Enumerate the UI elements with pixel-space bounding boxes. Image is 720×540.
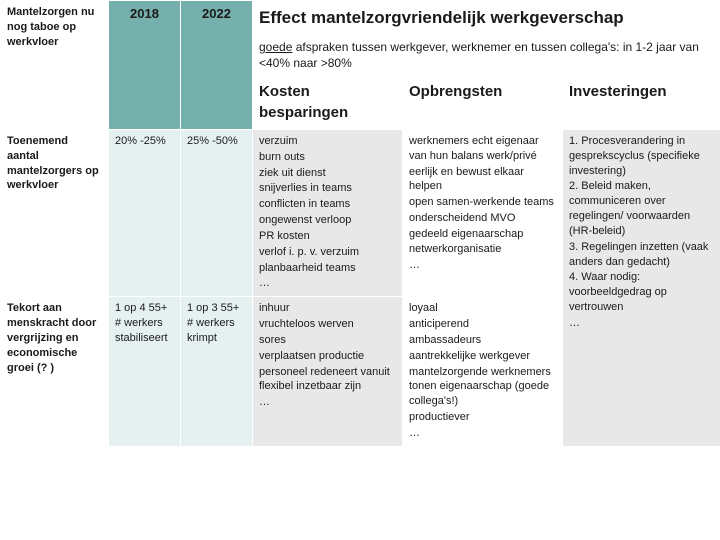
list-item: ziek uit dienst — [259, 166, 396, 181]
list-item: verplaatsen productie — [259, 349, 396, 364]
list-item: verlof i. p. v. verzuim — [259, 245, 396, 260]
list-item: loyaal — [409, 301, 556, 316]
effect-title: Effect mantelzorgvriendelijk werkgeversc… — [253, 1, 720, 35]
row2-2018: 20% -25% — [109, 129, 181, 296]
list-item: … — [409, 258, 556, 273]
list-item: eerlijk en bewust elkaar helpen — [409, 165, 556, 195]
effect-sub-rest: afspraken tussen werkgever, werknemer en… — [259, 40, 699, 70]
col-kosten-header: Kosten besparingen — [253, 76, 403, 130]
list-item: open samen-werkende teams — [409, 195, 556, 210]
list-item: … — [409, 426, 556, 441]
list-item: PR kosten — [259, 229, 396, 244]
col-investeringen-header: Investeringen — [563, 76, 720, 130]
list-item: inhuur — [259, 301, 396, 316]
row3-2022: 1 op 3 55+ # werkers krimpt — [181, 297, 253, 447]
goede-underline: goede — [259, 40, 292, 54]
row3-2018: 1 op 4 55+ # werkers stabiliseert — [109, 297, 181, 447]
list-item: verzuim — [259, 134, 396, 149]
col-opbrengsten-header: Opbrengsten — [403, 76, 563, 130]
list-item: 2. Beleid maken, communiceren over regel… — [569, 179, 714, 238]
row2-2022: 25% -50% — [181, 129, 253, 296]
list-item: ambassadeurs — [409, 333, 556, 348]
list-item: burn outs — [259, 150, 396, 165]
list-item: sores — [259, 333, 396, 348]
list-item: … — [569, 316, 714, 331]
col-2022-header: 2022 — [181, 1, 253, 130]
list-item: … — [259, 276, 396, 291]
list-item: 4. Waar nodig: voorbeeldgedrag op vertro… — [569, 270, 714, 315]
list-item: vruchteloos werven — [259, 317, 396, 332]
list-item: mantelzorgende werknemers tonen eigenaar… — [409, 365, 556, 410]
list-item: conflicten in teams — [259, 197, 396, 212]
mantelzorg-table: Mantelzorgen nu nog taboe op werkvloer 2… — [0, 0, 720, 447]
list-item: personeel redeneert vanuit flexibel inze… — [259, 365, 396, 395]
list-item: ongewenst verloop — [259, 213, 396, 228]
list-item: snijverlies in teams — [259, 181, 396, 196]
row2-label: Toenemend aantal mantelzorgers op werkvl… — [1, 129, 109, 296]
list-item: werknemers echt eigenaar van hun balans … — [409, 134, 556, 164]
list-item: anticiperend — [409, 317, 556, 332]
col-2018-header: 2018 — [109, 1, 181, 130]
row2-opbrengsten: werknemers echt eigenaar van hun balans … — [403, 129, 563, 296]
list-item: 1. Procesverandering in gesprekscyclus (… — [569, 134, 714, 179]
investeringen-cell: 1. Procesverandering in gesprekscyclus (… — [563, 129, 720, 446]
effect-subtitle: goede afspraken tussen werkgever, werkne… — [253, 34, 720, 75]
list-item: 3. Regelingen inzetten (vaak anders dan … — [569, 240, 714, 270]
list-item: … — [259, 395, 396, 410]
list-item: planbaarheid teams — [259, 261, 396, 276]
list-item: aantrekkelijke werkgever — [409, 349, 556, 364]
list-item: gedeeld eigenaarschap netwerkorganisatie — [409, 227, 556, 257]
row3-label: Tekort aan menskracht door vergrijzing e… — [1, 297, 109, 447]
row1-label: Mantelzorgen nu nog taboe op werkvloer — [1, 1, 109, 130]
row3-kosten: inhuurvruchteloos wervensoresverplaatsen… — [253, 297, 403, 447]
list-item: onderscheidend MVO — [409, 211, 556, 226]
row2-kosten: verzuimburn outsziek uit dienstsnijverli… — [253, 129, 403, 296]
list-item: productiever — [409, 410, 556, 425]
row3-opbrengsten: loyaalanticiperendambassadeursaantrekkel… — [403, 297, 563, 447]
